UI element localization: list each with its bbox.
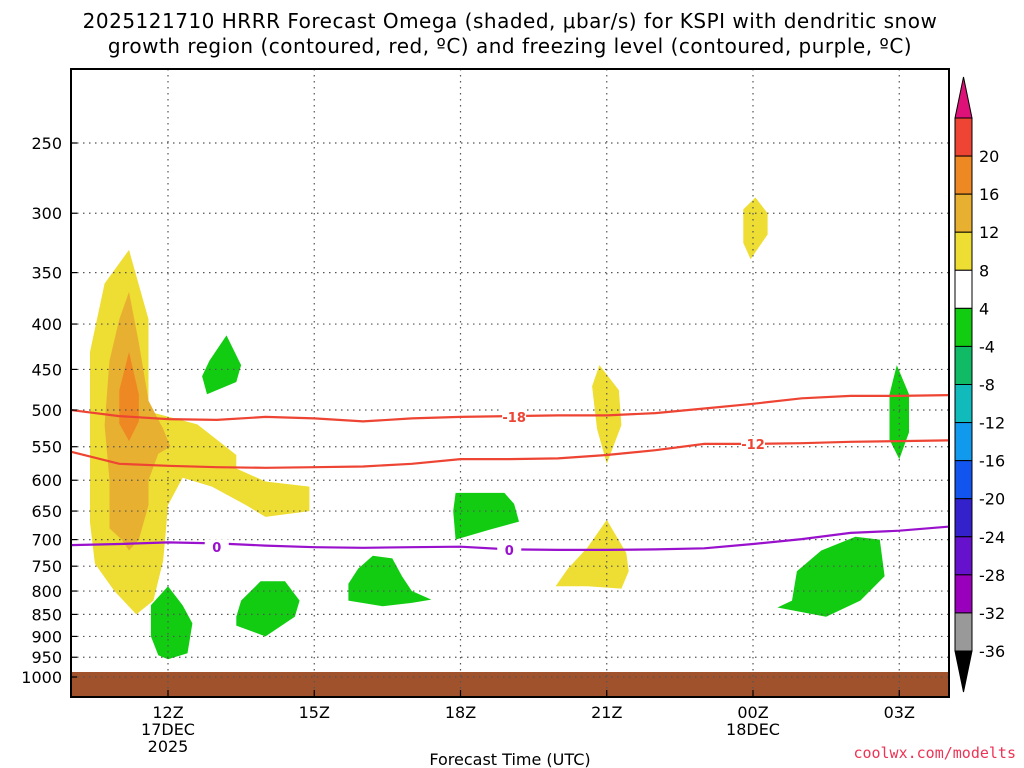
colorbar-bin-1 [954, 155, 973, 195]
y-tick-label-700: 700 [31, 531, 62, 550]
colorbar: -36 -32 -28 -24 -20 -16 -12 -8 -4 4 8 12 16 20 [954, 76, 1005, 693]
colorbar-bin-2 [954, 193, 973, 233]
y-tick-label-600: 600 [31, 471, 62, 490]
colorbar-label-4: -20 [979, 490, 1005, 509]
contour-label-bg-dgz-bottom-0 [741, 435, 765, 452]
omega-area-yellow-main [90, 249, 310, 615]
omega-area-green-2 [150, 586, 193, 660]
colorbar-bin-7 [954, 384, 973, 424]
contour-label-dgz-top-0: -18 [502, 411, 526, 426]
contour-label-freezing-level-1: 0 [505, 544, 514, 559]
colorbar-label-3: -24 [979, 528, 1005, 547]
x-tick-label-15Z-0: 15Z [299, 703, 330, 722]
y-tick-label-750: 750 [31, 557, 62, 576]
colorbar-label-8: -4 [979, 337, 995, 356]
title-line-1: 2025121710 HRRR Forecast Omega (shaded, … [83, 9, 938, 33]
colorbar-label-7: -8 [979, 376, 995, 395]
colorbar-high-arrow [954, 76, 973, 119]
colorbar-label-6: -12 [979, 414, 1005, 433]
contour-label-bg-dgz-top-0 [502, 408, 527, 425]
colorbar-bin-6 [954, 345, 973, 385]
y-tick-label-950: 950 [31, 648, 62, 667]
colorbar-label-11: 12 [979, 223, 999, 242]
y-tick-label-250: 250 [31, 134, 62, 153]
colorbar-bin-12 [954, 574, 973, 614]
contour-label-bg-freezing-level-1 [497, 541, 522, 558]
omega-area-green-6 [777, 536, 885, 617]
contour-label-freezing-level-0: 0 [212, 541, 221, 556]
colorbar-label-10: 8 [979, 261, 989, 280]
title-line-2: growth region (contoured, red, ºC) and f… [108, 34, 912, 58]
colorbar-label-0: -36 [979, 642, 1005, 661]
x-tick-label-12Z-0: 12Z [152, 703, 183, 722]
ground-fill [71, 672, 949, 697]
y-tick-label-550: 550 [31, 438, 62, 457]
colorbar-bin-9 [954, 460, 973, 500]
colorbar-label-5: -16 [979, 452, 1005, 471]
colorbar-label-2: -28 [979, 566, 1005, 585]
y-tick-label-850: 850 [31, 605, 62, 624]
omega-area-yellow-high [743, 197, 768, 260]
omega-area-orange-core [119, 351, 139, 442]
y-tick-label-350: 350 [31, 264, 62, 283]
colorbar-bin-5 [954, 307, 973, 347]
y-tick-label-1000: 1000 [21, 668, 62, 687]
colorbar-bin-11 [954, 536, 973, 576]
x-axis-label: Forecast Time (UTC) [429, 750, 590, 768]
colorbar-bin-0 [954, 117, 973, 157]
colorbar-label-13: 20 [979, 147, 999, 166]
omega-area-yellow-low [555, 519, 629, 589]
omega-area-green-5 [453, 492, 519, 540]
omega-area-green-3 [236, 581, 300, 637]
colorbar-bin-4 [954, 269, 973, 309]
y-tick-label-500: 500 [31, 401, 62, 420]
x-tick-label-00Z-1: 18DEC [726, 720, 780, 739]
y-tick-label-400: 400 [31, 315, 62, 334]
colorbar-label-1: -32 [979, 604, 1005, 623]
colorbar-bin-10 [954, 498, 973, 538]
y-tick-label-450: 450 [31, 360, 62, 379]
y-tick-label-300: 300 [31, 204, 62, 223]
colorbar-low-arrow [954, 650, 973, 693]
x-tick-label-12Z-1: 17DEC [141, 720, 195, 739]
chart-title: 2025121710 HRRR Forecast Omega (shaded, … [83, 9, 938, 58]
x-tick-label-00Z-0: 00Z [737, 703, 768, 722]
y-tick-label-900: 900 [31, 627, 62, 646]
contour-dgz-bottom [71, 439, 949, 469]
colorbar-bin-8 [954, 422, 973, 462]
plot-area: -18 -12 0 0 250 300 350 400 450 500 550 600 650 700 75… [21, 68, 950, 756]
x-tick-label-12Z-2: 2025 [148, 737, 189, 756]
y-tick-label-650: 650 [31, 502, 62, 521]
omega-area-green-4 [348, 555, 432, 607]
colorbar-bin-3 [954, 231, 973, 271]
colorbar-bin-13 [954, 612, 973, 652]
x-tick-label-18Z-0: 18Z [445, 703, 476, 722]
plot-content: -18 -12 0 0 [71, 69, 949, 697]
x-tick-label-03Z-0: 03Z [884, 703, 915, 722]
colorbar-label-12: 16 [979, 185, 999, 204]
contour-label-dgz-bottom-0: -12 [741, 438, 765, 453]
credit-text: coolwx.com/modelts [853, 744, 1016, 762]
y-tick-label-800: 800 [31, 582, 62, 601]
x-tick-label-21Z-0: 21Z [591, 703, 622, 722]
plot-frame [70, 68, 950, 698]
omega-area-green-1 [202, 335, 242, 395]
contour-label-bg-freezing-level-0 [204, 539, 229, 556]
colorbar-label-9: 4 [979, 299, 989, 318]
